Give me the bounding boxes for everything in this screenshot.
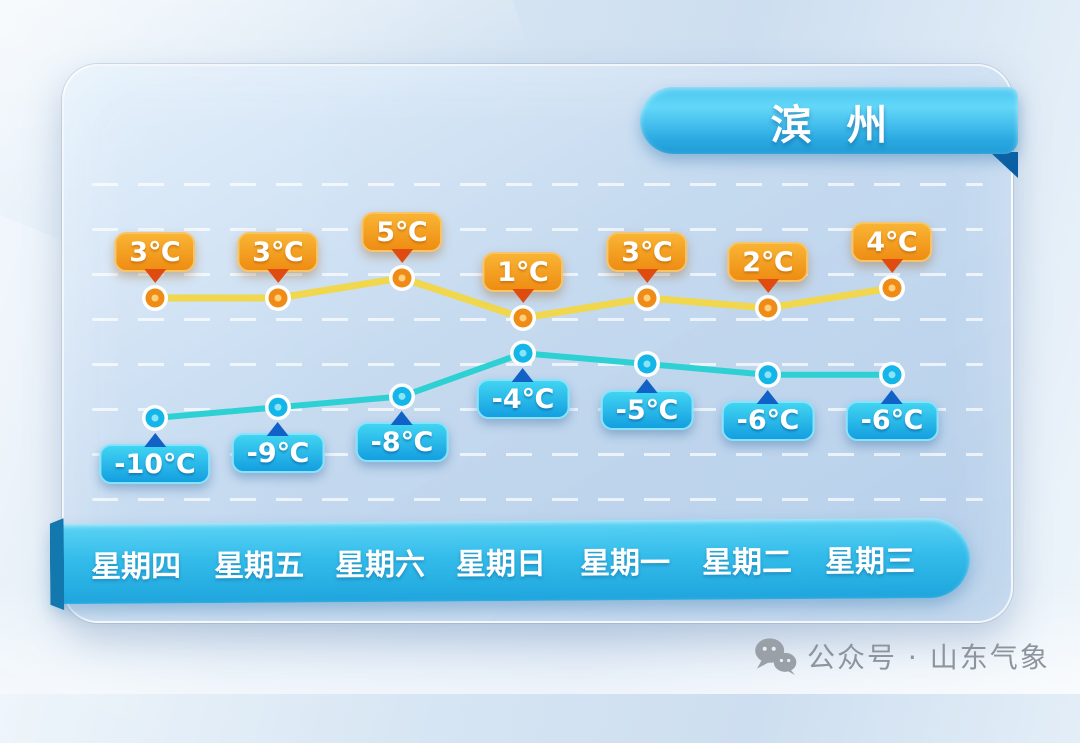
- weekday-banner: 星期四 星期五 星期六 星期日 星期一 星期二 星期三: [52, 517, 971, 604]
- low-temp-marker: [510, 340, 536, 367]
- high-temp-marker: [634, 285, 660, 311]
- gridline: [92, 498, 983, 501]
- day-label: 星期一: [579, 545, 671, 582]
- low-temp-marker: [265, 394, 291, 421]
- day-label: 星期二: [701, 545, 793, 581]
- high-temp-marker: [510, 305, 536, 331]
- watermark-text: 公众号 · 山东气象: [807, 641, 1050, 674]
- gridline: [92, 228, 983, 231]
- day-label: 星期三: [824, 544, 916, 580]
- high-temp-marker: [755, 295, 781, 321]
- high-temp-marker: [265, 285, 291, 311]
- gridline: [92, 363, 983, 366]
- low-temp-marker: [389, 383, 415, 410]
- low-temp-marker: [634, 351, 660, 377]
- low-temp-marker: [142, 405, 168, 431]
- city-name: 滨州: [770, 100, 923, 149]
- high-temp-marker: [879, 275, 905, 301]
- low-temp-marker: [755, 361, 781, 388]
- gridline: [92, 318, 983, 321]
- city-ribbon: 滨州: [640, 87, 1018, 154]
- day-label: 星期五: [213, 548, 305, 585]
- high-temp-marker: [389, 265, 415, 291]
- day-label: 星期日: [455, 546, 547, 583]
- wechat-icon: [755, 638, 797, 675]
- day-label: 星期四: [90, 549, 182, 585]
- gridline: [92, 453, 983, 456]
- high-temp-marker: [142, 285, 168, 311]
- gridline: [92, 183, 983, 186]
- low-temp-marker: [879, 361, 905, 388]
- watermark: 公众号 · 山东气象: [754, 636, 1050, 676]
- day-label: 星期六: [334, 547, 426, 584]
- banner-fold-left: [50, 518, 65, 610]
- temperature-chart: [142, 265, 905, 431]
